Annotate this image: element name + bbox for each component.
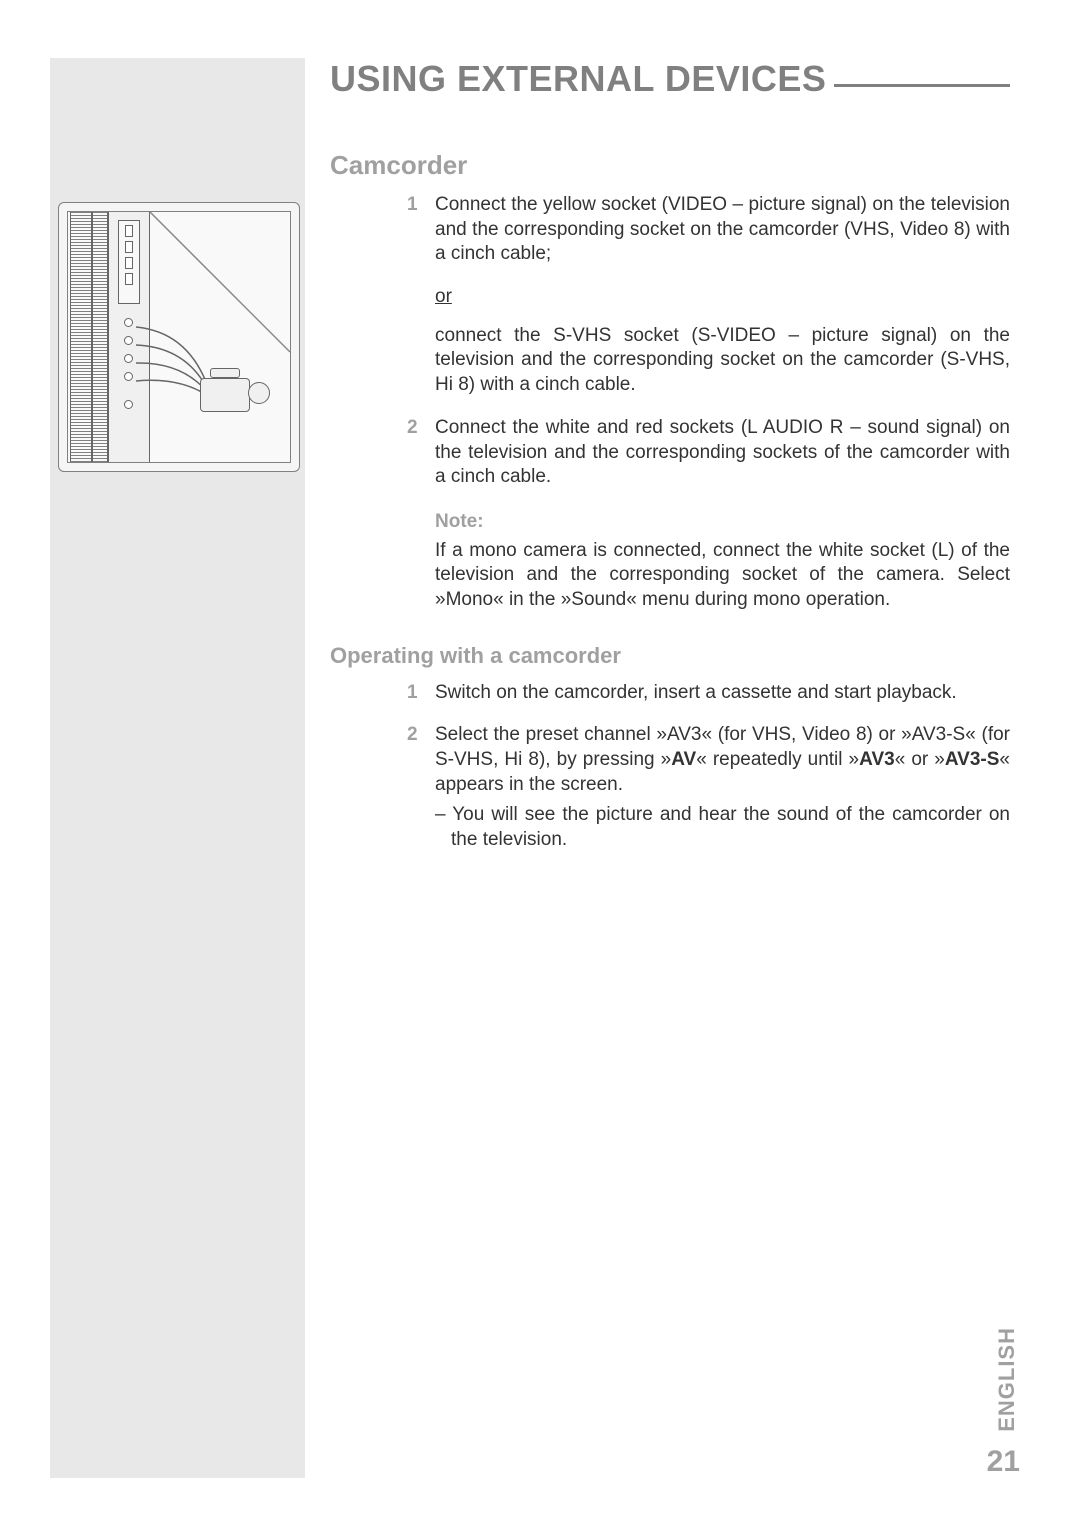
op-step-1: 1 Switch on the camcorder, insert a cass… — [435, 681, 1010, 706]
bold-av: AV — [671, 749, 696, 770]
page-footer: ENGLISH 21 — [987, 1327, 1020, 1479]
camcorder-steps: 1 Connect the yellow socket (VIDEO – pic… — [435, 193, 1010, 613]
step-num: 2 — [407, 416, 418, 441]
or-text: or — [435, 285, 1010, 310]
step-text: Switch on the camcorder, insert a casset… — [435, 682, 957, 703]
step-text: Connect the white and red sockets (L AUD… — [435, 417, 1010, 487]
step-text-mid2: « or » — [895, 749, 945, 770]
camcorder-illustration — [58, 202, 300, 472]
step-1: 1 Connect the yellow socket (VIDEO – pic… — [435, 193, 1010, 267]
note-label: Note: — [435, 510, 1010, 535]
section-heading-operating: Operating with a camcorder — [330, 643, 1010, 669]
bold-av3: AV3 — [859, 749, 895, 770]
step-1-or: or connect the S-VHS socket (S-VIDEO – p… — [435, 285, 1010, 398]
bold-av3s: AV3-S — [945, 749, 1000, 770]
main-content: USING EXTERNAL DEVICES Camcorder 1 Conne… — [330, 58, 1010, 871]
step-num: 1 — [407, 193, 418, 218]
step-text: Connect the yellow socket (VIDEO – pictu… — [435, 194, 1010, 264]
page-title: USING EXTERNAL DEVICES — [330, 58, 1010, 100]
page-title-text: USING EXTERNAL DEVICES — [330, 58, 826, 100]
operating-steps: 1 Switch on the camcorder, insert a cass… — [435, 681, 1010, 853]
step-text-b: connect the S-VHS socket (S-VIDEO – pict… — [435, 325, 1010, 395]
step-num: 1 — [407, 681, 418, 706]
page-number: 21 — [987, 1445, 1020, 1479]
step-text-mid1: « repeatedly until » — [696, 749, 859, 770]
step-num: 2 — [407, 723, 418, 748]
language-label: ENGLISH — [994, 1327, 1020, 1432]
title-underline — [834, 84, 1010, 87]
note-text: If a mono camera is connected, connect t… — [435, 539, 1010, 613]
op-step-2: 2 Select the preset channel »AV3« (for V… — [435, 723, 1010, 852]
sub-bullet: – You will see the picture and hear the … — [451, 803, 1010, 852]
section-heading-camcorder: Camcorder — [330, 150, 1010, 181]
step-2: 2 Connect the white and red sockets (L A… — [435, 416, 1010, 490]
